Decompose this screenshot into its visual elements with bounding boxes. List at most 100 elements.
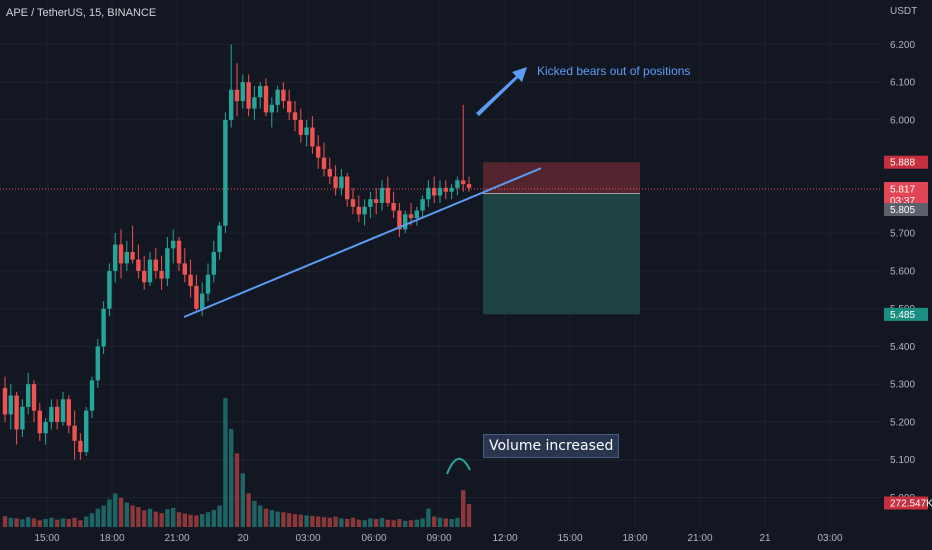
candle-body xyxy=(182,263,187,275)
candle-body xyxy=(234,89,240,102)
candle-body xyxy=(26,384,31,407)
price-tick-label: 6.100 xyxy=(890,78,915,89)
volume-bar xyxy=(49,517,54,527)
volume-bar xyxy=(403,520,408,527)
volume-bar xyxy=(408,520,414,527)
volume-bar xyxy=(374,519,379,527)
candle-body xyxy=(437,187,443,196)
trendline xyxy=(183,167,542,318)
volume-bar xyxy=(298,514,303,527)
volume-bar xyxy=(350,517,356,527)
candle-body xyxy=(14,395,19,430)
candle-body xyxy=(455,180,460,188)
candle-body xyxy=(95,346,100,381)
stop-price-tag: 5.888 xyxy=(890,158,915,169)
arc-icon[interactable] xyxy=(446,458,471,475)
candle-body xyxy=(66,399,71,426)
volume-bar xyxy=(194,515,199,527)
volume-bar xyxy=(14,518,19,527)
volume-bar xyxy=(84,516,89,527)
candle-body xyxy=(60,399,66,422)
volume-bar xyxy=(281,512,286,527)
volume-bar xyxy=(165,509,170,527)
volume-bar xyxy=(449,519,454,527)
candle-body xyxy=(374,199,379,203)
volume-bar xyxy=(60,518,66,527)
volume-bar xyxy=(118,497,124,527)
candle-body xyxy=(397,210,402,230)
candle-body xyxy=(246,82,251,109)
candle-body xyxy=(403,214,408,230)
candle-body xyxy=(408,214,414,219)
volume-bars xyxy=(2,398,472,527)
volume-tag: 272.547K xyxy=(890,499,932,510)
volume-bar xyxy=(43,519,48,527)
time-tick-label: 21:00 xyxy=(164,533,189,544)
candle-body xyxy=(339,176,344,188)
volume-bar xyxy=(275,511,280,527)
candle-body xyxy=(298,119,303,136)
volume-bar xyxy=(66,519,71,527)
candle-body xyxy=(118,244,124,264)
candle-body xyxy=(287,101,292,113)
volume-bar xyxy=(211,510,216,527)
candle-body xyxy=(252,97,257,109)
volume-bar xyxy=(304,515,309,527)
candle-body xyxy=(321,157,327,170)
candle-body xyxy=(37,410,42,434)
candle-body xyxy=(356,206,361,215)
candle-body xyxy=(171,240,176,249)
time-tick-label: 20 xyxy=(237,533,249,544)
volume-bar xyxy=(258,505,263,527)
time-tick-label: 21 xyxy=(759,533,771,544)
volume-bar xyxy=(223,398,228,527)
volume-bar xyxy=(246,493,251,527)
price-tick-label: 5.600 xyxy=(890,266,915,277)
candle-body xyxy=(391,202,396,211)
volume-bar xyxy=(95,508,100,527)
candle-body xyxy=(2,387,8,415)
volume-bar xyxy=(171,507,176,527)
annotation-kicked-bears[interactable]: Kicked bears out of positions xyxy=(537,64,690,78)
time-tick-label: 15:00 xyxy=(557,533,582,544)
time-tick-label: 15:00 xyxy=(34,533,59,544)
volume-bar xyxy=(142,510,147,527)
volume-bar xyxy=(443,518,448,527)
arrow-icon[interactable] xyxy=(476,67,527,116)
volume-bar xyxy=(124,502,129,527)
volume-bar xyxy=(455,517,460,527)
price-tick-label: 5.100 xyxy=(890,455,915,466)
price-axis: 6.2006.1006.0005.7005.6005.5005.4005.300… xyxy=(890,6,917,504)
volume-bar xyxy=(385,519,390,527)
volume-bar xyxy=(426,508,431,527)
candle-body xyxy=(20,406,25,430)
volume-bar xyxy=(176,512,182,527)
target-price-tag: 5.485 xyxy=(890,310,915,321)
annotation-volume-increased[interactable]: Volume increased xyxy=(483,434,620,458)
volume-bar xyxy=(362,520,367,527)
time-tick-label: 12:00 xyxy=(492,533,517,544)
candle-body xyxy=(420,199,425,211)
volume-bar xyxy=(356,519,361,527)
time-axis: 15:00 18:00 21:00 20 03:00 06:00 09:00 12:00 15:… xyxy=(34,533,842,544)
candle-body xyxy=(292,112,298,120)
volume-bar xyxy=(20,519,25,527)
volume-bar xyxy=(153,511,158,527)
candle-body xyxy=(362,206,367,215)
candle-body xyxy=(72,425,77,441)
volume-bar xyxy=(368,518,373,527)
volume-bar xyxy=(292,514,298,527)
volume-bar xyxy=(55,519,60,527)
volume-bar xyxy=(263,508,269,527)
countdown-tag: 03:37 xyxy=(890,196,915,207)
candlesticks xyxy=(2,44,472,460)
trendline-segment xyxy=(183,167,542,318)
entry-price-tag: 5.805 xyxy=(890,205,915,216)
volume-bar xyxy=(159,513,164,527)
volume-bar xyxy=(391,520,396,527)
volume-bar xyxy=(26,517,31,527)
volume-bar xyxy=(113,493,118,527)
